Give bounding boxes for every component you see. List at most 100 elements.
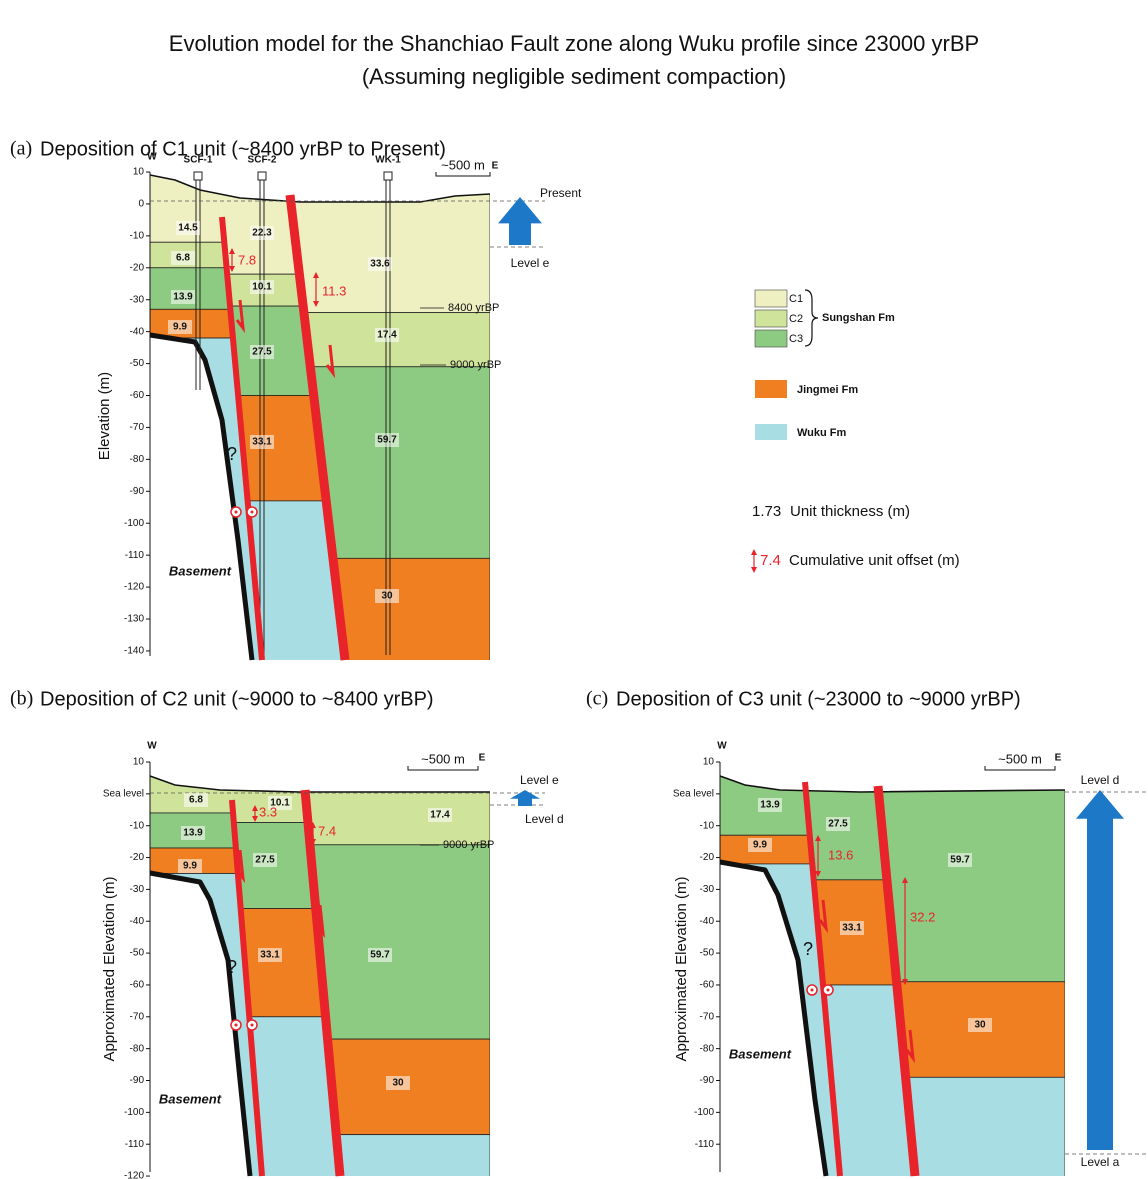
well-label: SCF-2 [248, 155, 277, 166]
y-tick-label: -10 [130, 231, 145, 242]
legend-thickness-text: Unit thickness (m) [790, 503, 910, 520]
legend-group: Sungshan Fm [822, 312, 895, 324]
y-tick-label: -50 [130, 948, 145, 959]
scale-label: ~500 m [998, 751, 1042, 766]
uplift-arrow [510, 790, 540, 806]
east-label: E [492, 161, 499, 172]
y-tick-label: -40 [700, 916, 715, 927]
level-label: Level e [511, 256, 550, 270]
y-tick-label: -120 [124, 1171, 144, 1179]
y-tick-label: -110 [695, 1139, 715, 1150]
y-tick-label: -60 [130, 390, 145, 401]
thickness-label: 6.8 [176, 253, 190, 264]
scale-label: ~500 m [441, 157, 485, 172]
panel: 10-10-20-30-40-50-60-70-80-90-100-110Sea… [586, 688, 1148, 1179]
y-tick-label: -80 [130, 1043, 145, 1054]
y-tick-label: -90 [130, 1075, 145, 1086]
legend-unit: C1 [789, 293, 803, 305]
y-tick-label: -50 [700, 948, 715, 959]
y-tick-label: -80 [130, 454, 145, 465]
y-tick-label: -20 [130, 852, 145, 863]
legend-swatch [755, 424, 787, 440]
offset-label: 7.4 [318, 823, 336, 838]
level-label: Level d [1081, 773, 1120, 787]
y-tick-label: -20 [700, 852, 715, 863]
y-tick-label: -120 [124, 582, 144, 593]
offset-label: 13.6 [828, 847, 853, 862]
y-tick-label: -140 [124, 646, 144, 657]
panel-label: (a) [10, 138, 32, 160]
unknown-mark: ? [803, 939, 813, 959]
level-label: Level d [525, 812, 564, 826]
thickness-label: 30 [392, 1078, 404, 1089]
panel: 100-10-20-30-40-50-60-70-80-90-100-110-1… [10, 138, 582, 670]
figure: Evolution model for the Shanchiao Fault … [0, 0, 1148, 1179]
east-label: E [1055, 753, 1062, 764]
thickness-label: 17.4 [377, 330, 397, 341]
y-tick-label: -70 [700, 1011, 715, 1022]
y-tick-label: 10 [133, 757, 145, 768]
y-tick-label: -40 [130, 326, 145, 337]
y-tick-label: -10 [700, 820, 715, 831]
y-tick-label: -110 [125, 550, 145, 561]
y-tick-label: -100 [124, 1107, 144, 1118]
legend-swatch [755, 310, 787, 327]
thickness-label: 13.9 [173, 292, 193, 303]
y-tick-label: -60 [700, 980, 715, 991]
thickness-label: 14.5 [178, 223, 198, 234]
thickness-label: 30 [974, 1020, 986, 1031]
y-tick-label: -60 [130, 980, 145, 991]
unknown-mark: ? [227, 444, 237, 464]
y-tick-label: -40 [130, 916, 145, 927]
legend-unit: C2 [789, 313, 803, 325]
legend-brace [805, 290, 818, 346]
level-label: Level a [1081, 1155, 1120, 1169]
thickness-label: 22.3 [252, 228, 272, 239]
sea-level-label: Sea level [103, 788, 144, 799]
level-label: Present [540, 186, 582, 200]
well-label: WK-1 [375, 155, 401, 166]
basement-label: Basement [169, 563, 232, 578]
subtitle: (Assuming negligible sediment compaction… [362, 64, 786, 89]
legend-offset-example: 7.4 [760, 552, 781, 569]
slip-symbol-dot [827, 989, 830, 992]
well-label: SCF-1 [184, 155, 213, 166]
y-tick-label: -70 [130, 1011, 145, 1022]
slip-symbol-dot [235, 1024, 238, 1027]
legend-offset-text: Cumulative unit offset (m) [789, 552, 960, 569]
y-tick-label: 0 [138, 199, 144, 210]
y-tick-label: -20 [130, 262, 145, 273]
legend-swatch [755, 380, 787, 398]
unknown-mark: ? [227, 957, 237, 977]
thickness-label: 27.5 [252, 347, 272, 358]
y-tick-label: -90 [700, 1075, 715, 1086]
legend-unit: C3 [789, 333, 803, 345]
y-axis-label: Approximated Elevation (m) [101, 876, 118, 1061]
panel-heading: Deposition of C3 unit (~23000 to ~9000 y… [616, 688, 1021, 710]
y-tick-label: -130 [124, 614, 144, 625]
y-tick-label: -10 [130, 820, 145, 831]
horizon-label: 9000 yrBP [450, 359, 501, 371]
basement-label: Basement [159, 1091, 222, 1106]
slip-symbol-dot [251, 511, 254, 514]
legend-swatch [755, 290, 787, 307]
y-tick-label: -90 [130, 486, 145, 497]
y-tick-label: -80 [700, 1043, 715, 1054]
y-tick-label: 10 [133, 167, 145, 178]
well-head [258, 172, 266, 180]
offset-label: 3.3 [259, 804, 277, 819]
well-head [384, 172, 392, 180]
panel: 10-10-20-30-40-50-60-70-80-90-100-110-12… [10, 688, 564, 1179]
horizon-label: 9000 yrBP [443, 839, 494, 851]
thickness-label: 33.1 [842, 923, 862, 934]
thickness-label: 13.9 [183, 828, 203, 839]
west-label: W [147, 152, 157, 163]
slip-symbol-dot [235, 511, 238, 514]
slip-symbol-dot [251, 1024, 254, 1027]
thickness-label: 33.1 [260, 950, 280, 961]
horizon-label: 8400 yrBP [448, 302, 499, 314]
offset-label: 11.3 [322, 283, 346, 298]
y-tick-label: -70 [130, 422, 145, 433]
legend-wuku: Wuku Fm [797, 427, 847, 439]
thickness-label: 9.9 [173, 322, 187, 333]
